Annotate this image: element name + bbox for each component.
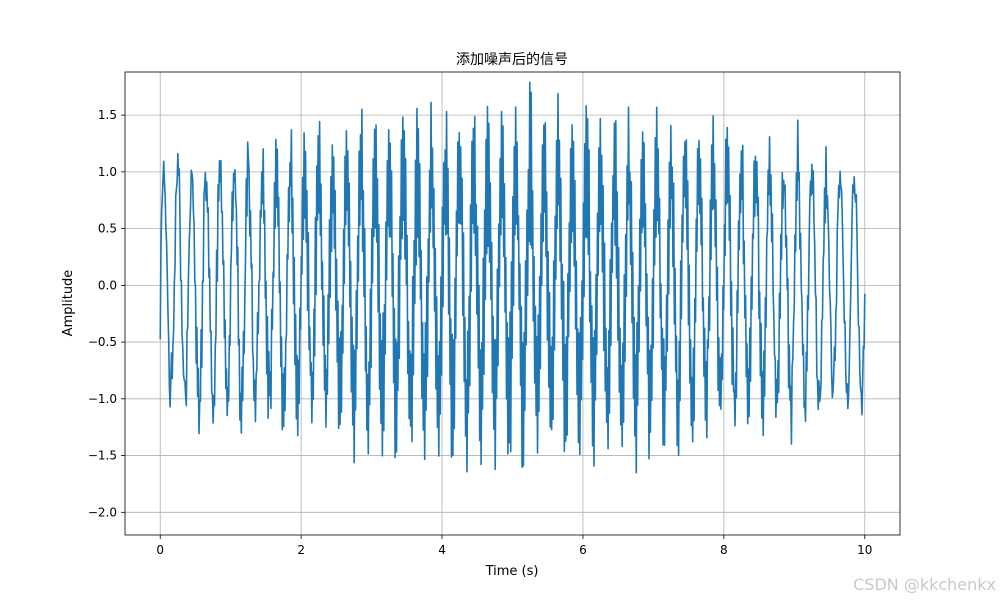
series-line-signal xyxy=(159,81,866,474)
x-tick-label: 4 xyxy=(438,543,446,557)
y-tick-label: −1.0 xyxy=(88,392,117,406)
plot-area xyxy=(159,81,866,474)
x-tick-label: 0 xyxy=(156,543,164,557)
y-axis-label: Amplitude xyxy=(61,270,76,337)
x-tick-label: 2 xyxy=(297,543,305,557)
y-tick-label: 0.5 xyxy=(98,222,117,236)
y-tick-label: −2.0 xyxy=(88,505,117,519)
x-axis: 0 2 4 6 8 10 xyxy=(156,535,872,557)
x-tick-label: 6 xyxy=(579,543,587,557)
x-tick-label: 8 xyxy=(720,543,728,557)
y-axis: −2.0 −1.5 −1.0 −0.5 0.0 0.5 1.0 1.5 xyxy=(88,108,125,519)
x-tick-label: 10 xyxy=(857,543,872,557)
axes-frame xyxy=(124,71,901,536)
chart-title: 添加噪声后的信号 xyxy=(456,52,568,68)
watermark: CSDN @kkchenkx xyxy=(853,575,996,594)
x-axis-label: Time (s) xyxy=(485,564,539,579)
y-tick-label: −1.5 xyxy=(88,449,117,463)
y-tick-label: 1.0 xyxy=(98,165,117,179)
y-tick-label: 1.5 xyxy=(98,108,117,122)
y-tick-label: −0.5 xyxy=(88,335,117,349)
y-tick-label: 0.0 xyxy=(98,278,117,292)
